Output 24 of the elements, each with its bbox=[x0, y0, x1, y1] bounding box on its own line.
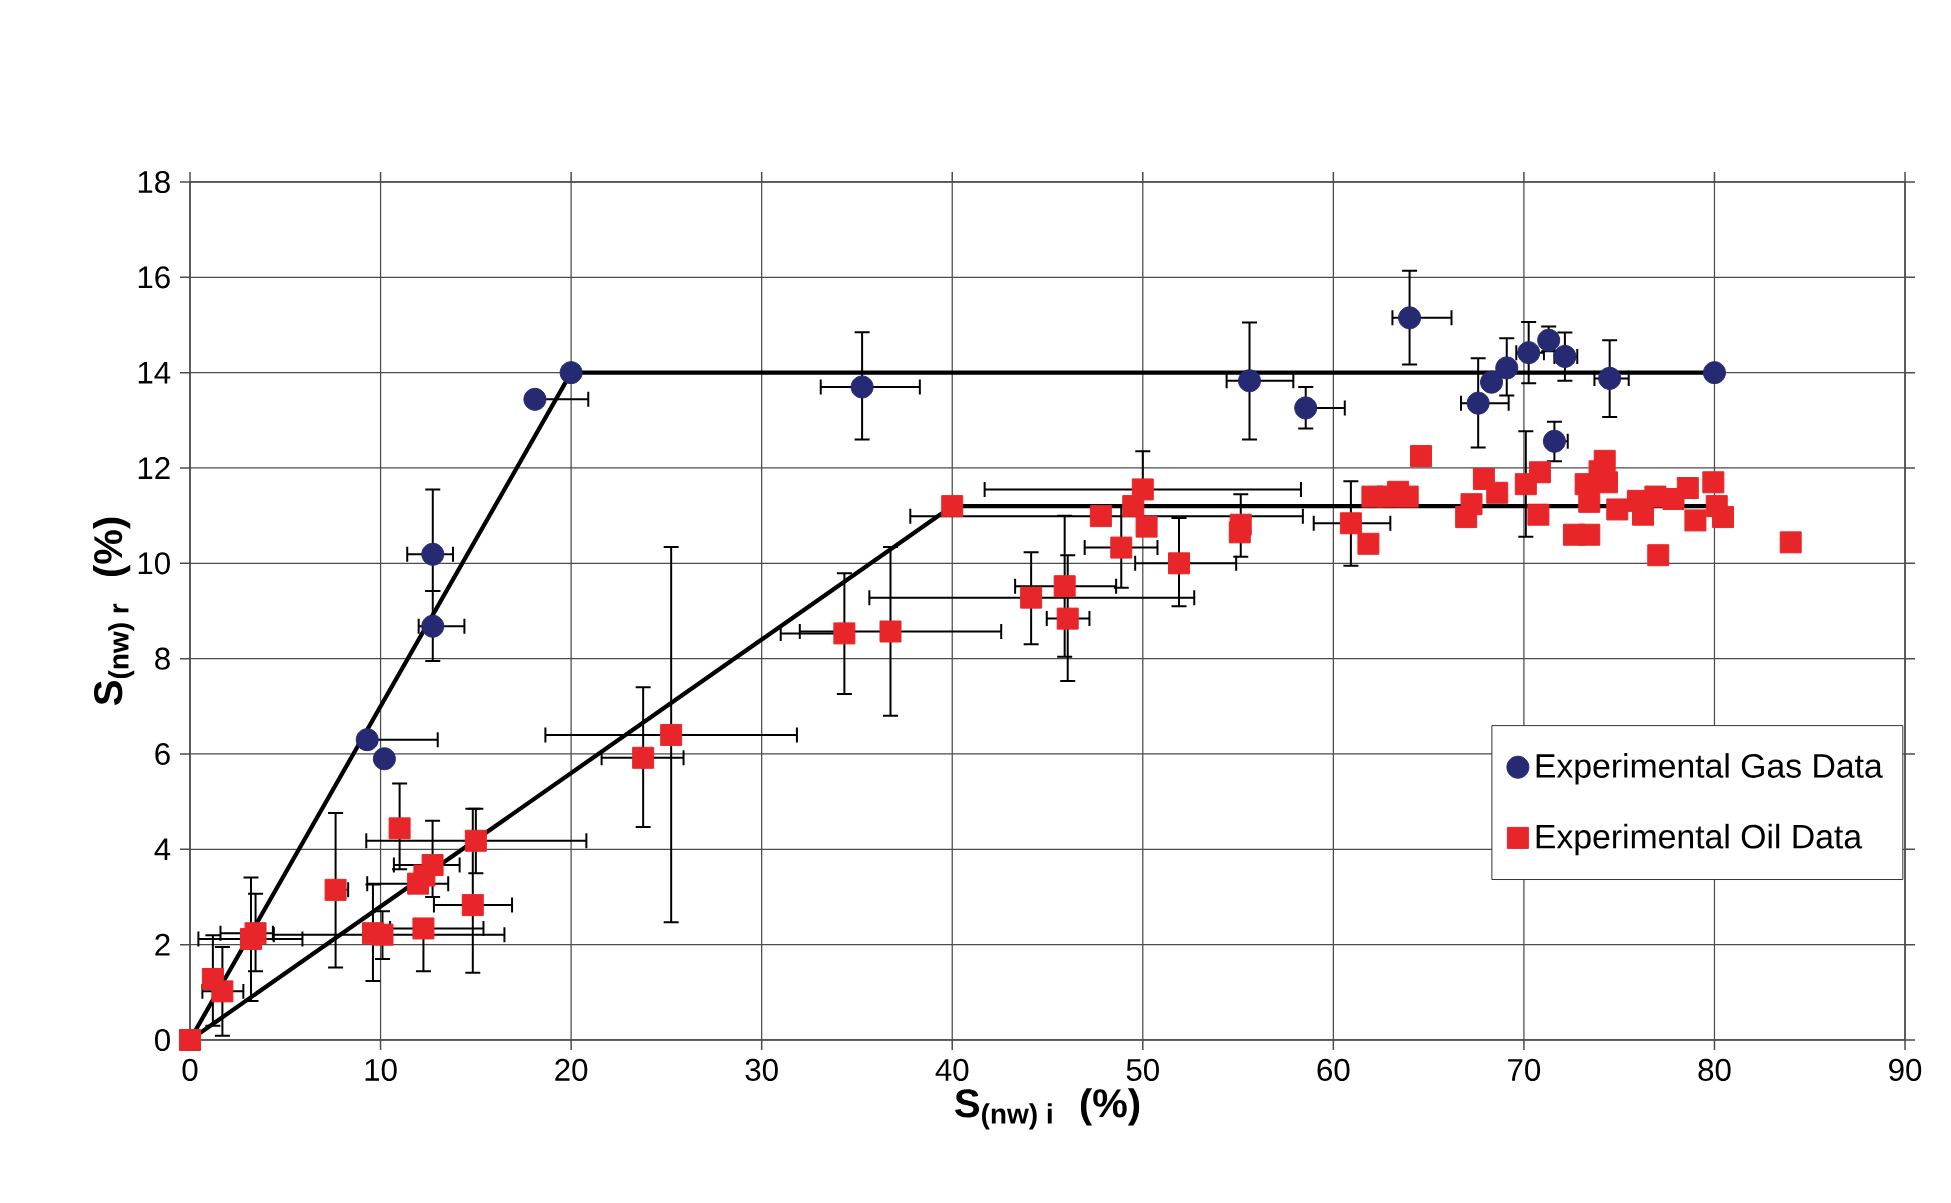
y-tick-label: 8 bbox=[155, 647, 170, 670]
y-tick-label: 2 bbox=[155, 933, 170, 956]
x-tick-label: 10 bbox=[365, 1058, 397, 1081]
x-tick-label: 60 bbox=[1317, 1058, 1350, 1081]
y-tick-label: 12 bbox=[138, 457, 170, 479]
legend-label: Experimental Oil Data bbox=[1536, 823, 1863, 856]
x-axis-title: $\textbf{S}_{\textbf{(nw) i}}\;\;\textbf{(\%)}$ bbox=[955, 1088, 1140, 1130]
x-tick-label: 30 bbox=[745, 1058, 778, 1081]
y-tick-label: 6 bbox=[155, 742, 170, 766]
x-tick-label: 80 bbox=[1698, 1058, 1731, 1081]
y-tick-label: 4 bbox=[154, 838, 171, 861]
y-axis-title: $\textbf{S}_{\textbf{(nw) r}}\;\;\textbf{(\%)}$ bbox=[92, 517, 135, 706]
x-tick-label: 90 bbox=[1889, 1058, 1922, 1081]
y-tick-label: 16 bbox=[138, 266, 170, 289]
x-tick-label: 70 bbox=[1508, 1058, 1541, 1081]
y-tick-label: 14 bbox=[138, 361, 171, 384]
x-tick-label: 50 bbox=[1126, 1058, 1159, 1081]
x-tick-label: 40 bbox=[935, 1058, 969, 1081]
y-tick-label: 0 bbox=[155, 1028, 170, 1052]
y-tick-label: 10 bbox=[138, 552, 170, 575]
y-tick-label: 18 bbox=[138, 170, 170, 194]
legend-label: Experimental Gas Data bbox=[1536, 753, 1883, 785]
x-tick-label: 0 bbox=[182, 1058, 198, 1081]
x-tick-label: 20 bbox=[555, 1058, 588, 1081]
